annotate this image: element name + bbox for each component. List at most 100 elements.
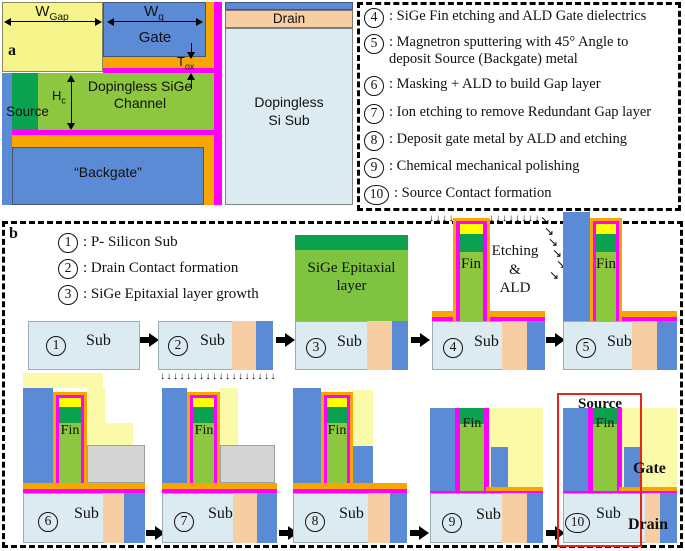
source-contact (12, 73, 38, 130)
step4-drain-strip (502, 321, 527, 370)
step9-dielectric-left (455, 408, 460, 493)
step10-dielectric-right (617, 408, 622, 493)
step4-fin-sige-top (460, 234, 483, 252)
step-circle: 3 (306, 338, 326, 358)
list-item-6: 6 : Masking + ALD to build Gap layer (364, 76, 601, 96)
legend-text: : Drain Contact formation (83, 260, 239, 276)
backgate-label: “Backgate” (74, 164, 142, 180)
list-item-text: deposit Source (Backgate) metal (389, 50, 578, 67)
step10-oxide-line (619, 487, 677, 491)
step7-fin-cap (193, 398, 214, 407)
list-item-text: : SiGe Fin etching and ALD Gate dielectr… (389, 8, 647, 24)
step7-drain-strip (233, 493, 257, 543)
final-gate-label: Gate (633, 460, 666, 477)
step7-contact-strip (257, 493, 277, 543)
step-number-badge: 9 (364, 158, 384, 178)
panel-b-label: b (9, 225, 18, 242)
legend-text: : SiGe Epitaxial layer growth (83, 286, 259, 302)
step10-drain-strip (645, 493, 660, 543)
step9-dielectric-line (430, 491, 543, 493)
step5-source-metal (563, 212, 590, 321)
step7-source-metal (162, 388, 187, 493)
step7-oxide-line (162, 483, 277, 489)
si-substrate (225, 28, 353, 205)
step-number-badge: 1 (58, 233, 78, 253)
gate-oxide-horizontal (103, 57, 214, 68)
step6-dielectric-line (23, 489, 145, 493)
step7-fin-sige-top (193, 407, 214, 423)
next-step-arrow-icon (546, 333, 565, 347)
step7-dielectric-line (162, 489, 277, 493)
tox-arrowhead-up-icon (187, 73, 195, 80)
step6-fin-cap (59, 398, 81, 407)
step6-fin-sige-top (59, 407, 81, 423)
sub-label: Sub (596, 505, 621, 522)
sub-label: Sub (200, 332, 225, 349)
step-number-badge: 8 (364, 131, 384, 151)
step1-substrate (28, 321, 140, 370)
wg-arrowhead-left-icon (107, 18, 114, 26)
step10-dielectric-line (563, 491, 677, 493)
step8-contact-strip (390, 493, 407, 543)
backgate-oxide-vertical (204, 147, 214, 205)
drain-contact (225, 10, 353, 28)
sub-label: Sub (74, 505, 99, 522)
step9-gate-metal (491, 447, 508, 487)
etch-arrows-icon (489, 213, 541, 226)
sige-channel (38, 73, 214, 130)
etch-ald-label: Etching & ALD (491, 243, 539, 296)
step9-drain-strip (502, 493, 527, 543)
step9-fin-body (460, 424, 484, 493)
step6-gap-layer-side (87, 388, 105, 445)
wg-arrow-line (112, 21, 198, 22)
step8-source-metal (293, 388, 321, 493)
step-circle: 6 (38, 512, 58, 532)
sub-label: Sub (476, 506, 501, 523)
process-list-panel (357, 2, 681, 211)
list-item-9: 9 : Chemical mechanical polishing (364, 158, 579, 178)
step3-sige-cap (295, 235, 408, 250)
step10-contact-strip (660, 493, 677, 543)
step2-drain-strip (232, 321, 256, 370)
step7-mask (220, 445, 275, 483)
next-step-arrow-icon (140, 333, 159, 347)
final-drain-label: Drain (628, 516, 668, 533)
fin-label: Fin (460, 256, 481, 272)
panel-a-label: a (8, 42, 16, 59)
step9-contact-strip (527, 493, 543, 543)
legend-item-1: 1 : P- Silicon Sub (58, 233, 178, 253)
wg-arrowhead-right-icon (196, 18, 203, 26)
step4-contact-strip (527, 321, 545, 370)
step8-drain-strip (368, 493, 390, 543)
step10-gate-metal (624, 447, 641, 487)
step-number-badge: 6 (364, 76, 384, 96)
channel-label: Dopingless SiGe Channel (87, 78, 193, 111)
step-circle: 1 (46, 336, 66, 356)
gate-metal (103, 2, 206, 57)
step6-contact-strip (124, 493, 145, 543)
list-item-4: 4 : SiGe Fin etching and ALD Gate dielec… (364, 8, 646, 28)
tox-lower-line (191, 80, 192, 89)
gate-label: Gate (138, 29, 172, 46)
step5-fin-sige-top (596, 234, 616, 252)
sub-label: Sub (339, 505, 364, 522)
step-number-badge: 3 (58, 285, 78, 305)
step3-contact-strip (392, 321, 408, 370)
etch-arrows-icon (160, 371, 278, 385)
backgate-dielectric (12, 130, 214, 135)
gate-oxide-vertical (206, 2, 214, 68)
step10-source-metal (563, 408, 588, 493)
si-sub-label: Dopingless Si Sub (254, 94, 324, 128)
sub-label: Sub (208, 505, 233, 522)
wgap-arrowhead-left-icon (4, 18, 11, 26)
step-number-badge: 4 (364, 8, 384, 28)
fin-label: Fin (462, 416, 482, 431)
step8-dielectric-line (293, 489, 407, 493)
step9-source-metal (430, 408, 455, 493)
step8-oxide-line (293, 483, 407, 489)
fin-label: Fin (60, 423, 80, 438)
step-number-badge: 10 (364, 185, 389, 205)
step6-gap-layer-step (105, 423, 133, 445)
step3-epitaxial-layer (295, 250, 408, 321)
